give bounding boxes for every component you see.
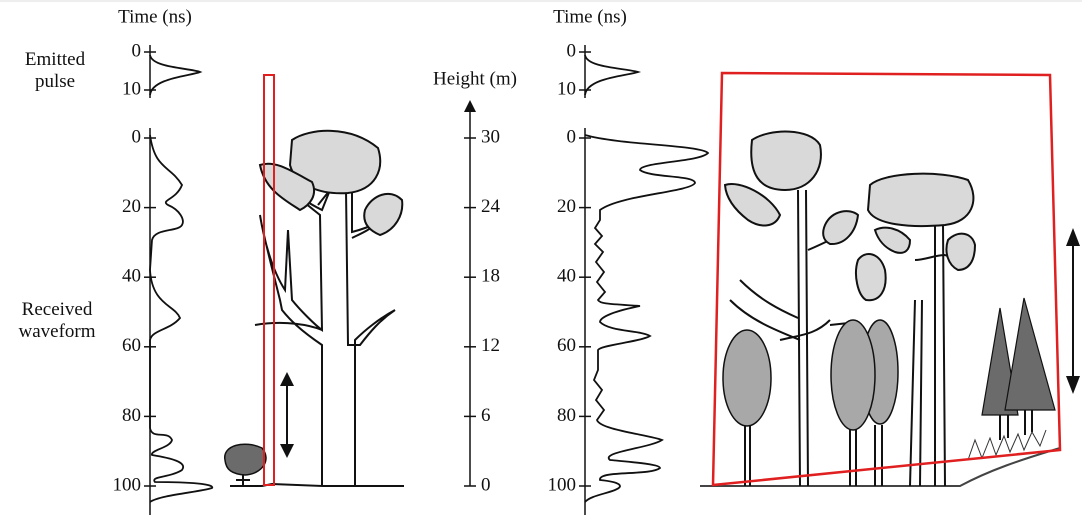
tick-label: 6	[481, 405, 491, 426]
tick-label: 100	[548, 474, 577, 495]
tick-label: 0	[567, 126, 577, 147]
tick-label: 30	[481, 126, 500, 147]
tick-label: 80	[557, 405, 576, 426]
tick-label: 20	[557, 196, 576, 217]
conifer	[1005, 298, 1055, 410]
tree-crown	[946, 234, 975, 270]
tree-crown	[723, 330, 771, 426]
tick-label: 18	[481, 266, 500, 287]
received-waveform	[585, 135, 708, 502]
tick-label: 40	[122, 266, 141, 287]
tick-label: 0	[132, 40, 142, 61]
time-label: Time (ns)	[553, 6, 627, 27]
emitted-pulse	[150, 55, 200, 95]
tick-label: 20	[122, 196, 141, 217]
figure: Time (ns) Time (ns) Height (m) 010020406…	[0, 0, 1082, 517]
arrow-head	[280, 444, 294, 458]
tree-crown	[823, 211, 858, 244]
arrow-head	[1066, 376, 1080, 394]
tick-label: 10	[557, 78, 576, 99]
tree-crown	[875, 228, 910, 253]
tree-crown	[831, 320, 875, 430]
tree-crown	[856, 254, 886, 300]
arrow-head	[280, 372, 294, 386]
tree-crown	[725, 184, 780, 225]
arrow-head	[1066, 228, 1080, 246]
tick-label: 60	[557, 335, 576, 356]
tick-label: 12	[481, 335, 500, 356]
received-waveform	[150, 135, 212, 502]
diagram: Time (ns) Time (ns) Height (m) 010020406…	[0, 0, 1082, 517]
emitted-pulse	[585, 55, 638, 95]
tick-label: 0	[567, 40, 577, 61]
tree-crown	[751, 132, 821, 190]
emitted-label: Emitted pulse	[10, 49, 100, 93]
tick-label: 60	[122, 335, 141, 356]
tick-label: 0	[481, 474, 491, 495]
tick-label: 100	[113, 474, 142, 495]
tick-label: 10	[122, 78, 141, 99]
tick-label: 80	[122, 405, 141, 426]
laser-footprint	[264, 75, 274, 485]
tick-label: 0	[132, 126, 142, 147]
tick-label: 24	[481, 196, 501, 217]
received-label: Received waveform	[12, 299, 102, 343]
shrub-trunk	[236, 475, 250, 486]
time-label: Time (ns)	[118, 6, 192, 27]
axis-arrow	[464, 100, 476, 112]
tick-label: 40	[557, 266, 576, 287]
tree-crown	[364, 194, 402, 235]
tree-crown	[868, 174, 973, 226]
height-label: Height (m)	[433, 68, 517, 89]
shrub	[225, 444, 266, 475]
